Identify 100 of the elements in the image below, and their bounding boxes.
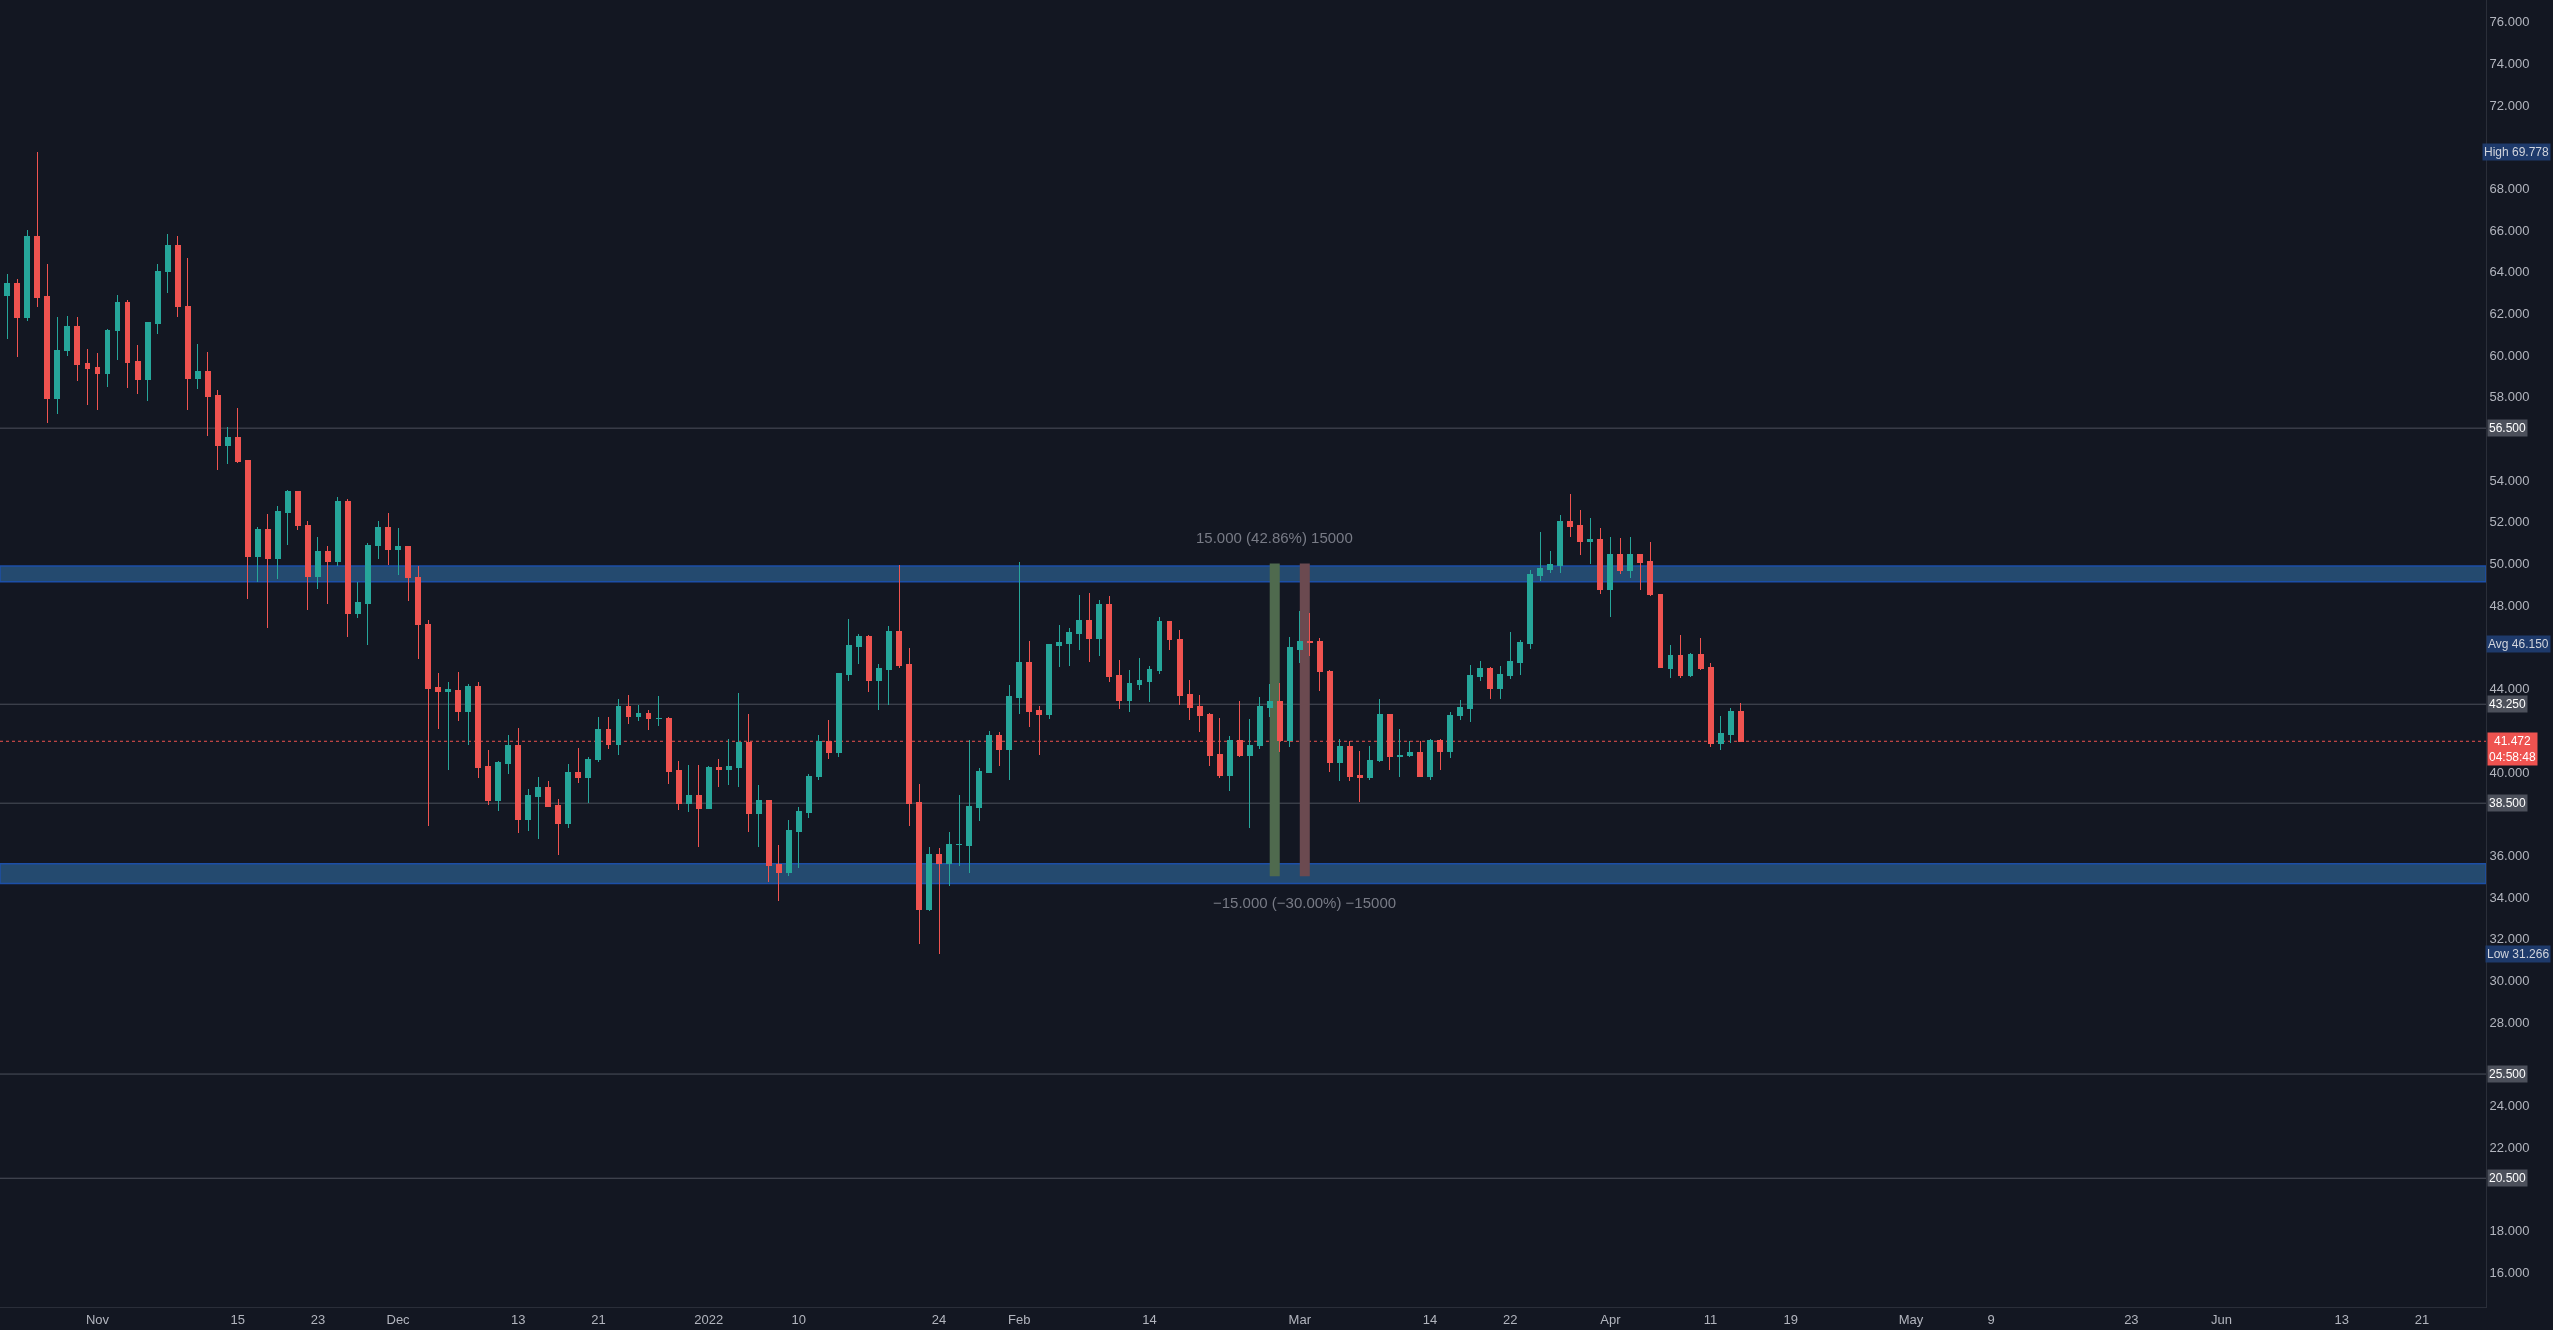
candlestick: [1657, 593, 1664, 669]
candlestick: [1266, 683, 1273, 718]
candlestick: [1527, 569, 1534, 650]
y-tick-label: 40.000: [2489, 764, 2530, 780]
candlestick: [395, 527, 402, 576]
ref-line-label: 25.500: [2489, 1067, 2527, 1081]
ref-line-label: 20.500: [2489, 1171, 2527, 1185]
candlestick: [465, 683, 472, 746]
y-tick-label: 76.000: [2489, 14, 2530, 30]
candlestick: [565, 763, 572, 829]
x-tick-label: 14: [1422, 1311, 1438, 1327]
candlestick: [625, 694, 632, 725]
candlestick: [775, 844, 782, 901]
candlestick: [1166, 620, 1173, 651]
candlestick: [1096, 599, 1103, 657]
candlestick: [835, 673, 842, 758]
x-tick-label: 15: [230, 1311, 245, 1327]
candlestick: [1026, 640, 1033, 728]
candlestick: [1186, 679, 1193, 721]
candlestick: [695, 764, 702, 848]
x-tick-label: 21: [591, 1311, 606, 1327]
candlestick: [886, 625, 892, 706]
candlestick: [655, 695, 662, 727]
candlestick: [1397, 728, 1403, 778]
candlestick: [1086, 592, 1093, 663]
candlestick: [725, 738, 732, 786]
x-tick-label: 19: [1783, 1311, 1798, 1327]
y-tick-label: 60.000: [2489, 347, 2530, 363]
y-tick-label: 66.000: [2489, 222, 2530, 238]
candlestick: [936, 847, 943, 955]
candlestick: [795, 806, 802, 869]
candlestick: [785, 819, 792, 877]
candlestick: [485, 749, 492, 806]
candlestick: [1306, 612, 1313, 657]
candlestick: [355, 581, 361, 619]
x-tick-label: 14: [1142, 1311, 1157, 1327]
candlestick: [976, 767, 983, 821]
candlestick: [876, 663, 882, 711]
candlestick: [555, 798, 562, 856]
candlestick: [94, 352, 101, 411]
candlestick: [254, 526, 261, 583]
y-tick-label: 22.000: [2489, 1139, 2530, 1155]
candlestick: [1577, 509, 1584, 556]
candlestick: [1517, 639, 1524, 676]
y-tick-label: 18.000: [2489, 1222, 2530, 1238]
candlestick: [525, 788, 532, 832]
candlestick: [705, 765, 712, 809]
candlestick: [595, 716, 602, 763]
candlestick: [966, 739, 973, 874]
candlestick: [274, 505, 281, 580]
candlestick: [1407, 740, 1413, 757]
x-tick-label: Dec: [386, 1311, 411, 1327]
candlestick: [1296, 610, 1303, 664]
candlestick: [114, 294, 121, 361]
candlestick: [1106, 595, 1113, 683]
x-tick-label: Apr: [1600, 1311, 1622, 1327]
y-tick-label: 28.000: [2489, 1014, 2530, 1030]
candlestick: [54, 316, 61, 415]
candlestick: [1156, 616, 1163, 675]
candlestick: [345, 498, 351, 638]
candlestick: [1016, 561, 1023, 715]
candlestick: [365, 542, 371, 646]
candlestick: [64, 315, 71, 357]
candlestick: [805, 773, 812, 819]
annotation: Low 31.266: [2487, 947, 2550, 961]
candlestick: [1246, 718, 1253, 829]
candlestick: [535, 776, 542, 840]
candlestick: [445, 681, 452, 771]
candlestick: [174, 235, 181, 318]
candlestick: [1457, 699, 1464, 721]
text: Avg 46.150: [2488, 637, 2549, 651]
candlestick: [1717, 715, 1724, 751]
candlestick: [14, 278, 21, 358]
candlestick: [24, 229, 31, 322]
candlestick: [1547, 550, 1554, 574]
candlestick: [735, 692, 742, 788]
candlestick: [385, 512, 391, 566]
candlestick: [1587, 517, 1594, 565]
candlestick: [1136, 657, 1143, 691]
candlestick: [1557, 514, 1564, 574]
candlestick: [455, 671, 462, 722]
y-tick-label: 24.000: [2489, 1097, 2530, 1113]
x-tick-label: 2022: [694, 1311, 724, 1327]
candlestick: [104, 328, 111, 388]
annotation: High 69.778: [2484, 145, 2550, 159]
candlestick: [845, 618, 852, 682]
y-tick-label: 54.000: [2489, 472, 2530, 488]
ref-line-label: 41.472 04:58:48: [2489, 734, 2537, 764]
candlestick: [134, 344, 141, 395]
candlestick: [214, 389, 221, 471]
y-tick-label: 68.000: [2489, 181, 2530, 197]
candlestick: [4, 273, 11, 340]
candlestick: [264, 513, 271, 629]
x-tick-label: Mar: [1288, 1311, 1312, 1327]
candlestick: [1176, 629, 1183, 706]
candlestick: [1597, 527, 1604, 595]
y-tick-label: 32.000: [2489, 931, 2530, 947]
x-tick-label: 13: [511, 1311, 526, 1327]
y-tick-label: 72.000: [2489, 97, 2530, 113]
x-tick-label: Jun: [2211, 1311, 2233, 1327]
